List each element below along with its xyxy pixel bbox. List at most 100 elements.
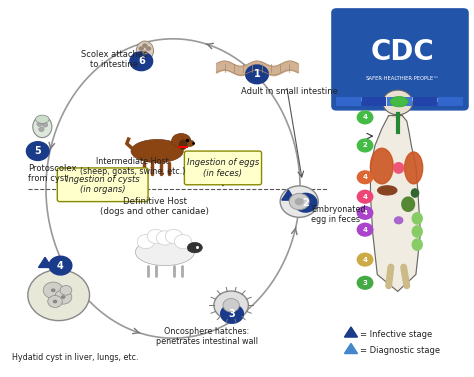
FancyBboxPatch shape	[332, 9, 468, 110]
Ellipse shape	[411, 189, 419, 197]
Ellipse shape	[36, 115, 49, 123]
Circle shape	[357, 190, 373, 203]
FancyBboxPatch shape	[387, 97, 412, 106]
Circle shape	[53, 300, 57, 303]
Circle shape	[295, 198, 304, 205]
FancyBboxPatch shape	[337, 97, 361, 106]
Ellipse shape	[404, 152, 423, 184]
Circle shape	[147, 229, 164, 244]
Circle shape	[142, 43, 147, 48]
Ellipse shape	[33, 116, 52, 138]
Circle shape	[357, 276, 373, 289]
Ellipse shape	[137, 41, 154, 61]
Text: 1: 1	[254, 69, 260, 80]
Ellipse shape	[184, 140, 194, 147]
Text: Definitive Host
(dogs and other canidae): Definitive Host (dogs and other canidae)	[100, 197, 210, 216]
Ellipse shape	[179, 140, 187, 149]
Ellipse shape	[187, 242, 202, 253]
Circle shape	[42, 123, 48, 127]
Text: = Infective stage: = Infective stage	[360, 330, 432, 339]
Polygon shape	[345, 327, 357, 337]
Text: 4: 4	[363, 194, 367, 200]
Text: CDC: CDC	[370, 38, 434, 66]
Text: Oncosphere hatches:
penetrates intestinal wall: Oncosphere hatches: penetrates intestina…	[156, 326, 258, 346]
Text: Ingestion of cysts
(in organs): Ingestion of cysts (in organs)	[66, 175, 139, 195]
Text: 5: 5	[35, 146, 41, 156]
Text: 6: 6	[138, 56, 145, 66]
Text: 4: 4	[363, 210, 367, 216]
Text: 4: 4	[363, 114, 367, 120]
Text: = Diagnostic stage: = Diagnostic stage	[360, 346, 440, 356]
Ellipse shape	[394, 217, 403, 224]
Circle shape	[146, 46, 151, 51]
Circle shape	[156, 231, 173, 245]
Text: SAFER·HEALTHIER·PEOPLE™: SAFER·HEALTHIER·PEOPLE™	[365, 77, 439, 81]
Text: Scolex attaches
to intestine: Scolex attaches to intestine	[81, 50, 147, 69]
Circle shape	[246, 65, 268, 84]
Circle shape	[214, 291, 248, 319]
Circle shape	[174, 234, 191, 249]
Circle shape	[280, 186, 318, 217]
Circle shape	[27, 142, 49, 161]
Text: Hydatid cyst in liver, lungs, etc.: Hydatid cyst in liver, lungs, etc.	[12, 353, 139, 362]
Text: 2: 2	[363, 143, 367, 149]
Text: 4: 4	[57, 261, 64, 271]
Circle shape	[130, 52, 153, 70]
Text: Embryonated
egg in feces: Embryonated egg in feces	[311, 205, 366, 224]
FancyBboxPatch shape	[184, 151, 262, 185]
Text: 2: 2	[302, 198, 309, 208]
Circle shape	[357, 139, 373, 152]
FancyBboxPatch shape	[57, 168, 148, 202]
Text: http://www.dpd.cdc.gov/dpdx: http://www.dpd.cdc.gov/dpdx	[356, 97, 448, 102]
Circle shape	[357, 171, 373, 184]
Circle shape	[289, 193, 309, 210]
Text: 4: 4	[363, 227, 367, 233]
Circle shape	[39, 127, 44, 132]
Text: 3: 3	[228, 309, 236, 319]
Circle shape	[61, 295, 65, 299]
Ellipse shape	[371, 148, 393, 184]
Circle shape	[165, 229, 182, 244]
Text: Protoscolex
from cyst: Protoscolex from cyst	[28, 164, 76, 183]
FancyBboxPatch shape	[413, 97, 437, 106]
Circle shape	[60, 285, 72, 295]
Ellipse shape	[412, 226, 422, 237]
Circle shape	[40, 119, 45, 123]
Circle shape	[48, 296, 62, 308]
Circle shape	[221, 305, 243, 323]
Ellipse shape	[390, 97, 408, 107]
Circle shape	[357, 223, 373, 236]
Circle shape	[51, 288, 55, 292]
Ellipse shape	[131, 139, 183, 163]
Text: Adult in small intestine: Adult in small intestine	[241, 87, 338, 96]
Circle shape	[357, 207, 373, 219]
Text: 4: 4	[363, 257, 367, 263]
Ellipse shape	[136, 239, 194, 265]
Ellipse shape	[402, 197, 415, 211]
Polygon shape	[282, 190, 295, 200]
Polygon shape	[345, 343, 357, 354]
Ellipse shape	[378, 186, 397, 195]
Text: 4: 4	[363, 174, 367, 180]
Circle shape	[357, 111, 373, 124]
Ellipse shape	[412, 213, 422, 224]
Ellipse shape	[393, 163, 404, 173]
Circle shape	[142, 51, 147, 55]
Circle shape	[37, 122, 42, 126]
Text: 3: 3	[363, 280, 367, 286]
Text: Intermediate Host
(sheep, goats, swine, etc.): Intermediate Host (sheep, goats, swine, …	[80, 157, 185, 176]
Ellipse shape	[172, 133, 191, 148]
Circle shape	[28, 270, 90, 320]
Circle shape	[49, 256, 72, 275]
Bar	[178, 146, 188, 149]
Polygon shape	[371, 115, 420, 291]
Circle shape	[223, 299, 239, 312]
Circle shape	[294, 193, 317, 212]
Text: Ingestion of eggs
(in feces): Ingestion of eggs (in feces)	[187, 158, 259, 178]
Circle shape	[43, 282, 63, 299]
FancyBboxPatch shape	[362, 97, 386, 106]
Polygon shape	[38, 257, 52, 267]
Circle shape	[138, 46, 144, 51]
Circle shape	[55, 290, 72, 304]
Circle shape	[383, 90, 413, 115]
